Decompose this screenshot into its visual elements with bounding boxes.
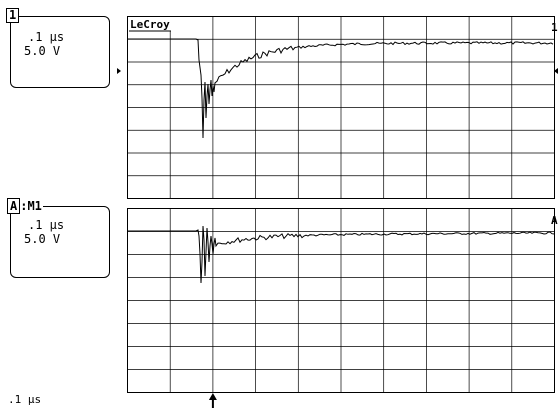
traceA-right-marker: A — [551, 214, 558, 227]
brand-label-bg — [128, 17, 172, 31]
channel1-tag: 1 — [6, 8, 20, 23]
trace-channel1 — [128, 38, 554, 139]
channelA-readout-box — [10, 206, 110, 278]
channelA-timebase: .1 µs — [28, 218, 65, 232]
upper-grid-lines — [127, 16, 555, 199]
bottom-timebase-readout: .1 µs — [8, 393, 42, 406]
trace1-right-marker: 1 — [551, 21, 558, 34]
channelA-volts-per-div: 5.0 V — [24, 232, 61, 246]
right-level-arrow — [554, 68, 558, 74]
channelA-tag-group: A:M1 — [6, 198, 43, 214]
channel1-timebase: .1 µs — [28, 30, 65, 44]
channelA-tag: A — [7, 198, 21, 214]
trace-channelA — [128, 225, 555, 284]
channelA-math-label: :M1 — [20, 199, 42, 213]
trigger-position-arrow — [208, 393, 217, 408]
channel1-volts-per-div: 5.0 V — [24, 44, 61, 58]
channel1-readout-box — [10, 16, 110, 88]
brand-label: LeCroy — [130, 18, 170, 31]
left-level-arrow — [117, 68, 121, 74]
lower-grid-lines — [127, 208, 555, 393]
